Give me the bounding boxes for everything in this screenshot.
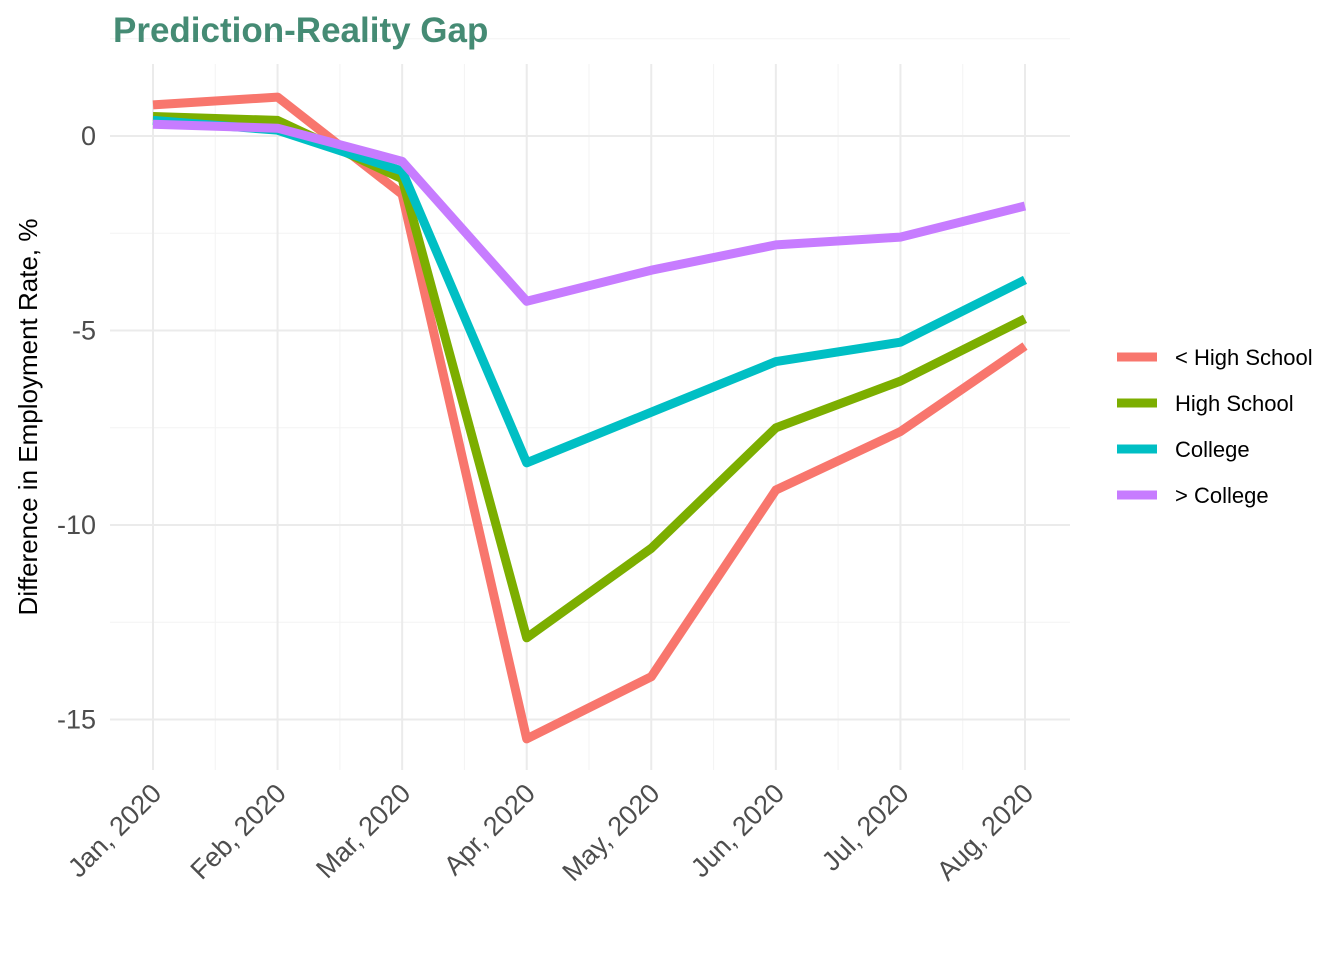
- legend-label: High School: [1175, 391, 1294, 416]
- legend: < High School High School College > College: [1117, 345, 1313, 508]
- legend-label: > College: [1175, 483, 1269, 508]
- x-axis-ticks: Jan, 2020 Feb, 2020 Mar, 2020 Apr, 2020 May,…: [62, 778, 1039, 887]
- y-axis-title: Difference in Employment Rate, %: [13, 219, 43, 616]
- y-tick-label: 0: [81, 121, 96, 151]
- x-tick-label: May, 2020: [557, 778, 666, 887]
- y-tick-label: -5: [72, 316, 96, 346]
- y-axis-ticks: 0 -5 -10 -15: [57, 121, 96, 735]
- y-tick-label: -15: [57, 705, 96, 735]
- gridlines: [110, 38, 1070, 770]
- x-tick-label: Feb, 2020: [185, 778, 292, 885]
- x-tick-label: Apr, 2020: [438, 778, 541, 881]
- x-tick-label: Jun, 2020: [685, 778, 790, 883]
- series-line-4: [152, 119, 1027, 306]
- legend-label: < High School: [1175, 345, 1313, 370]
- legend-label: College: [1175, 437, 1250, 462]
- series-line-1: [152, 92, 1028, 744]
- x-tick-label: Aug, 2020: [931, 778, 1039, 886]
- x-tick-label: Mar, 2020: [310, 778, 416, 884]
- x-tick-label: Jan, 2020: [62, 778, 167, 883]
- y-tick-label: -10: [57, 510, 96, 540]
- x-tick-label: Jul, 2020: [816, 778, 915, 877]
- chart-title: Prediction-Reality Gap: [113, 11, 488, 50]
- series-lines: [152, 92, 1028, 744]
